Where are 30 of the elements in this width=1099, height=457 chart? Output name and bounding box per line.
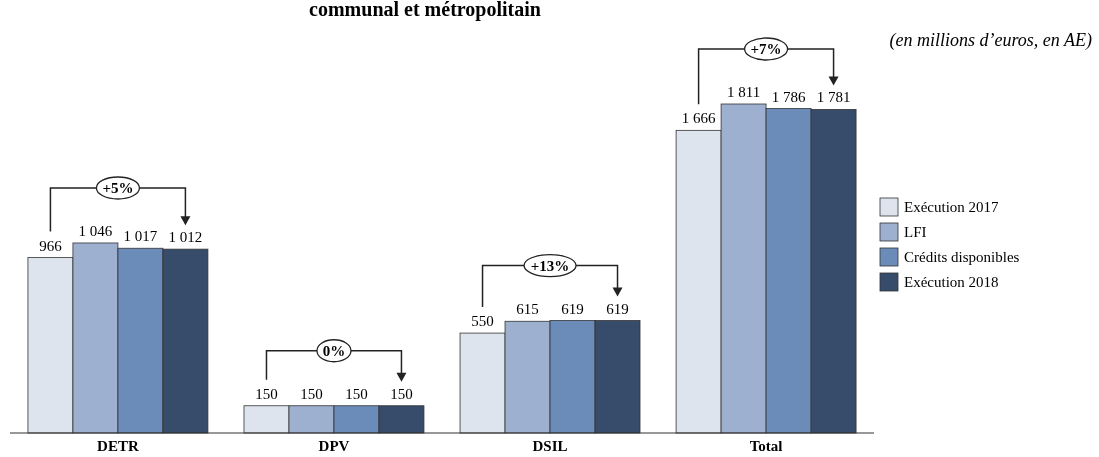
legend-label: Crédits disponibles [904, 249, 1020, 265]
text: +7% [750, 41, 782, 57]
data-label: 1 017 [123, 228, 158, 245]
data-label: 1 781 [816, 89, 851, 106]
annotation: +13% [530, 257, 570, 274]
legend-label: Exécution 2017 [904, 199, 1000, 215]
chart-title: communal et métropolitain [309, 0, 541, 21]
x-tick-label: DPV [318, 438, 350, 454]
data-label: 615 [516, 301, 539, 318]
data-label: 619 [606, 300, 629, 317]
data-label: 150 [300, 385, 323, 402]
legend-label: LFI [904, 224, 927, 240]
data-label: 619 [561, 300, 584, 317]
data-label: 150 [255, 385, 278, 402]
x-tick-label: Total [749, 438, 783, 454]
data-label: 1 666 [681, 110, 716, 127]
x-tick-label: DSIL [532, 438, 568, 454]
data-label: 1 046 [78, 222, 113, 239]
legend-label: Exécution 2018 [904, 274, 999, 290]
data-label: 150 [345, 385, 368, 402]
data-label: 1 012 [168, 229, 203, 246]
annotation: +5% [102, 179, 134, 196]
x-tick-label: DETR [97, 438, 139, 454]
data-label: 550 [471, 313, 494, 330]
data-label: 966 [39, 237, 63, 254]
data-label: 1 811 [726, 84, 761, 100]
annotation: 0% [322, 342, 346, 359]
text: (en millions d’euros, en AE) [889, 30, 1092, 51]
data-label: 1 786 [771, 88, 806, 105]
data-label: 150 [390, 385, 413, 402]
